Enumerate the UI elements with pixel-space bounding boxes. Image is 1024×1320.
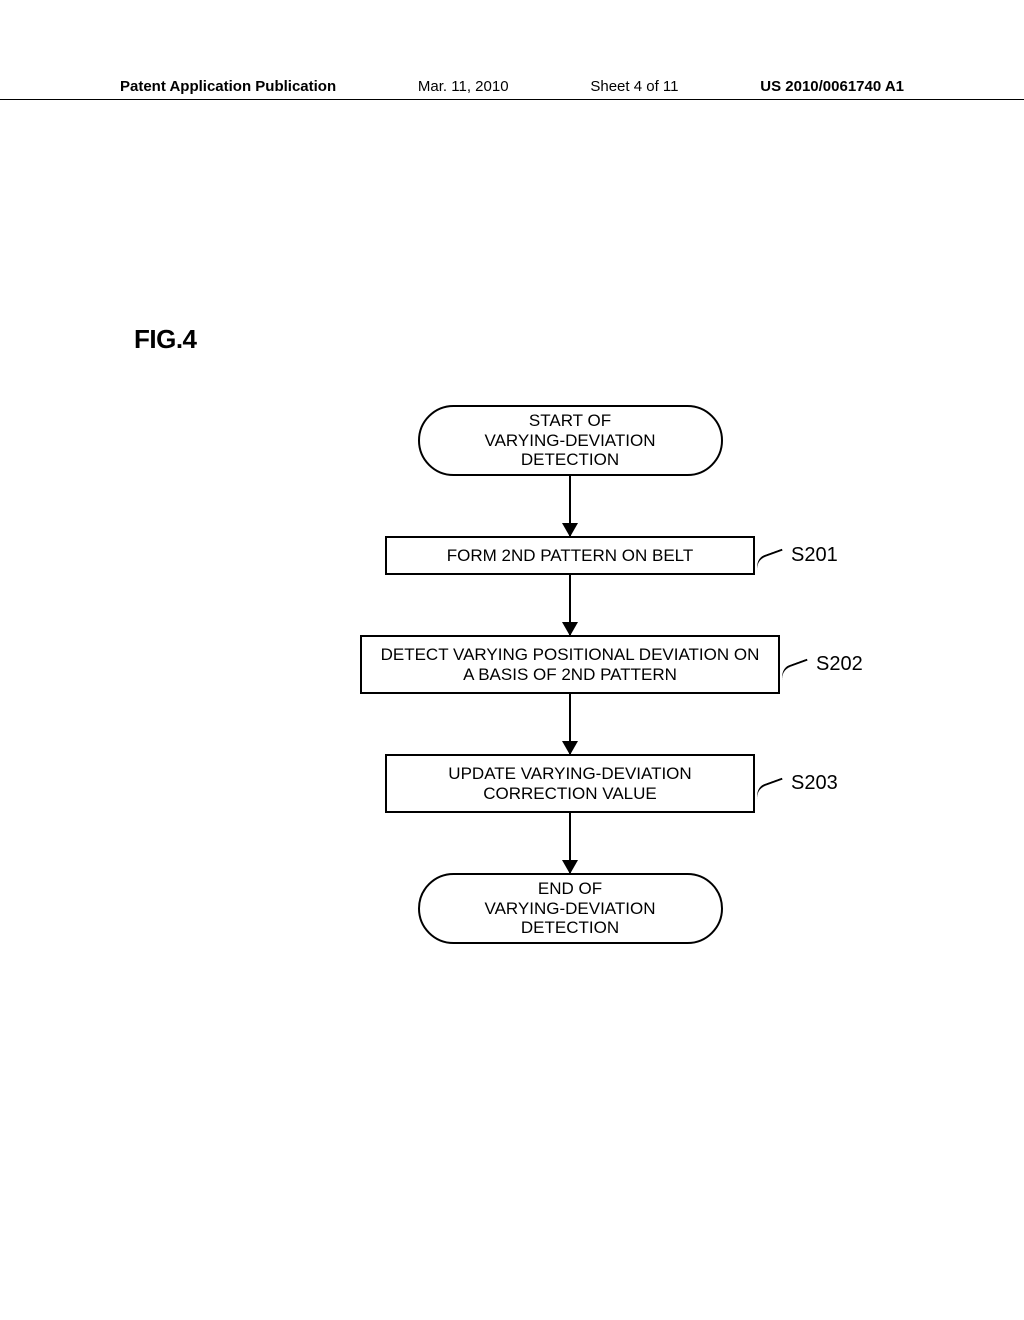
flowchart-row: START OFVARYING-DEVIATION DETECTION: [300, 405, 840, 476]
node-text: VARYING-DEVIATION DETECTION: [485, 899, 656, 938]
flow-arrow: [569, 694, 571, 754]
flow-arrow: [569, 476, 571, 536]
step-id: S202: [816, 653, 863, 676]
flowchart-row: FORM 2ND PATTERN ON BELT S201: [300, 536, 840, 576]
node-text: CORRECTION VALUE: [483, 784, 657, 803]
flowchart-row: DETECT VARYING POSITIONAL DEVIATION ONA …: [300, 635, 840, 694]
node-text: VARYING-DEVIATION DETECTION: [485, 431, 656, 470]
node-text: UPDATE VARYING-DEVIATION: [448, 764, 691, 783]
flow-arrow: [569, 813, 571, 873]
flowchart-row: END OFVARYING-DEVIATION DETECTION: [300, 873, 840, 944]
step-label: S201: [757, 543, 838, 567]
process-node: FORM 2ND PATTERN ON BELT: [385, 536, 755, 576]
terminator-node: START OFVARYING-DEVIATION DETECTION: [418, 405, 723, 476]
step-label: S203: [757, 772, 838, 796]
node-text: START OF: [529, 411, 611, 430]
publication-number: US 2010/0061740 A1: [760, 78, 904, 95]
leader-curve: [779, 658, 815, 691]
process-node: DETECT VARYING POSITIONAL DEVIATION ONA …: [360, 635, 780, 694]
step-label: S202: [782, 653, 863, 677]
node-text: FORM 2ND PATTERN ON BELT: [447, 546, 694, 565]
node-text: DETECT VARYING POSITIONAL DEVIATION ON: [381, 645, 760, 664]
page-header: Patent Application Publication Mar. 11, …: [0, 78, 1024, 100]
leader-curve: [754, 777, 790, 810]
step-id: S201: [791, 544, 838, 567]
publication-label: Patent Application Publication: [120, 78, 336, 95]
terminator-node: END OFVARYING-DEVIATION DETECTION: [418, 873, 723, 944]
process-node: UPDATE VARYING-DEVIATIONCORRECTION VALUE: [385, 754, 755, 813]
publication-date: Mar. 11, 2010: [418, 78, 509, 95]
node-text: END OF: [538, 879, 602, 898]
figure-label: FIG.4: [134, 324, 197, 355]
flow-arrow: [569, 575, 571, 635]
step-id: S203: [791, 772, 838, 795]
leader-curve: [754, 549, 790, 582]
node-text: A BASIS OF 2ND PATTERN: [463, 665, 677, 684]
flowchart-row: UPDATE VARYING-DEVIATIONCORRECTION VALUE…: [300, 754, 840, 813]
flowchart-diagram: START OFVARYING-DEVIATION DETECTIONFORM …: [300, 405, 840, 944]
sheet-number: Sheet 4 of 11: [590, 78, 678, 95]
